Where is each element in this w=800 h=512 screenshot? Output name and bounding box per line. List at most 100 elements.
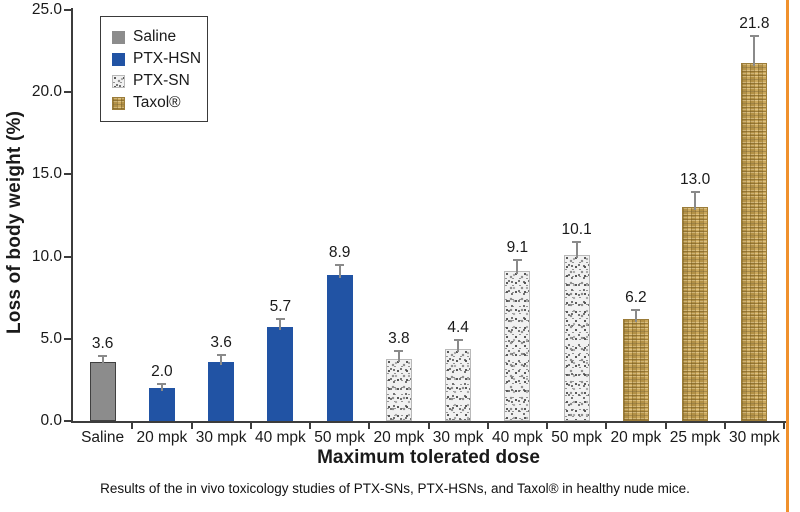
error-bar [634, 310, 637, 323]
bar [622, 319, 649, 421]
bar-value-label: 6.2 [625, 289, 647, 307]
x-category-label: 20 mpk [373, 429, 425, 446]
x-category-label: 20 mpk [610, 429, 662, 446]
bar [267, 327, 294, 421]
error-bar-cap [690, 191, 700, 194]
error-bar-cap [512, 258, 522, 261]
y-tick-label: 25.0 [31, 0, 62, 18]
x-tick [605, 423, 608, 429]
bar [385, 358, 412, 421]
error-bar [753, 36, 756, 66]
taxol-swatch-icon [112, 96, 125, 110]
legend-label: PTX-HSN [133, 50, 202, 67]
error-bar [279, 319, 282, 331]
x-category-label: 40 mpk [254, 429, 306, 446]
y-tick [64, 173, 71, 176]
x-category-label: 25 mpk [669, 429, 721, 446]
x-tick [131, 423, 134, 429]
y-tick [64, 91, 71, 94]
x-tick [309, 423, 311, 429]
error-bar-cap [98, 355, 108, 358]
error-bar-cap [572, 240, 582, 243]
error-bar-cap [394, 350, 404, 353]
error-bar [338, 264, 341, 278]
legend-item-taxol: Taxol® [112, 92, 207, 114]
bar-value-label: 13.0 [680, 171, 711, 189]
error-bar [457, 340, 460, 352]
x-axis [71, 421, 786, 423]
bar-value-label: 8.9 [328, 243, 351, 261]
bar-value-label: 5.7 [269, 298, 292, 316]
bar [682, 207, 709, 421]
x-tick [783, 423, 785, 429]
x-category-label: 40 mpk [491, 429, 543, 446]
ptx-sn-swatch-icon [112, 74, 125, 88]
bar [563, 254, 590, 421]
legend-item-saline: Saline [112, 26, 207, 48]
bar-value-label: 3.6 [91, 335, 114, 353]
error-bar-cap [216, 354, 226, 357]
x-tick [427, 423, 430, 429]
bar-value-label: 2.0 [151, 363, 173, 380]
y-tick [64, 255, 71, 258]
bar-value-label: 4.4 [447, 319, 469, 337]
x-axis-title: Maximum tolerated dose [317, 447, 540, 468]
error-bar [516, 259, 519, 275]
y-axis-title: Loss of body weight (%) [4, 110, 25, 334]
y-tick [64, 337, 71, 340]
x-category-label: 30 mpk [432, 429, 484, 446]
x-tick [190, 423, 193, 429]
legend-item-ptx-hsn: PTX-HSN [112, 48, 207, 70]
y-tick-label: 20.0 [31, 83, 62, 101]
error-bar-cap [275, 318, 285, 321]
bar-value-label: 9.1 [506, 238, 529, 256]
x-category-label: 50 mpk [551, 429, 603, 446]
legend-label: PTX-SN [133, 72, 190, 89]
error-bar [220, 355, 223, 365]
error-bar-cap [335, 263, 345, 266]
ptx-hsn-swatch-icon [112, 52, 125, 66]
bar [148, 388, 175, 421]
x-category-label: 50 mpk [314, 429, 366, 446]
legend-item-ptx-sn: PTX-SN [112, 70, 207, 92]
bar-value-label: 3.6 [210, 334, 232, 352]
y-tick-label: 15.0 [31, 165, 62, 183]
saline-swatch-icon [112, 30, 125, 44]
bar [89, 361, 116, 421]
y-tick [64, 420, 71, 422]
error-bar-cap [631, 309, 641, 312]
x-category-label: Saline [81, 429, 125, 446]
error-bar [160, 384, 163, 392]
bar [445, 348, 472, 421]
bar [326, 274, 353, 421]
y-tick-label: 0.0 [40, 412, 62, 429]
y-tick [64, 9, 71, 11]
legend: Saline PTX-HSN PTX-SN Taxol® [100, 16, 208, 122]
error-bar [101, 356, 104, 365]
x-category-label: 30 mpk [728, 429, 780, 446]
x-tick [664, 423, 667, 429]
error-bar [694, 192, 697, 211]
bar [208, 361, 235, 421]
error-bar-cap [453, 339, 463, 342]
legend-label: Taxol® [133, 94, 181, 111]
bar-value-label: 3.8 [388, 330, 410, 348]
bar [741, 62, 768, 421]
bar-value-label: 21.8 [739, 15, 770, 33]
legend-label: Saline [133, 28, 177, 45]
error-bar-cap [157, 383, 167, 385]
x-tick [368, 423, 371, 429]
page-accent-rule [786, 0, 789, 512]
bar-value-label: 10.1 [561, 220, 592, 238]
y-tick-label: 5.0 [40, 329, 62, 347]
error-bar [575, 241, 578, 258]
error-bar-cap [749, 35, 759, 38]
x-tick [249, 423, 252, 429]
bar [504, 271, 531, 421]
x-tick [723, 423, 726, 429]
y-tick-label: 10.0 [31, 247, 62, 265]
x-category-label: 30 mpk [195, 429, 247, 446]
y-axis [71, 8, 73, 423]
x-tick [546, 423, 548, 429]
